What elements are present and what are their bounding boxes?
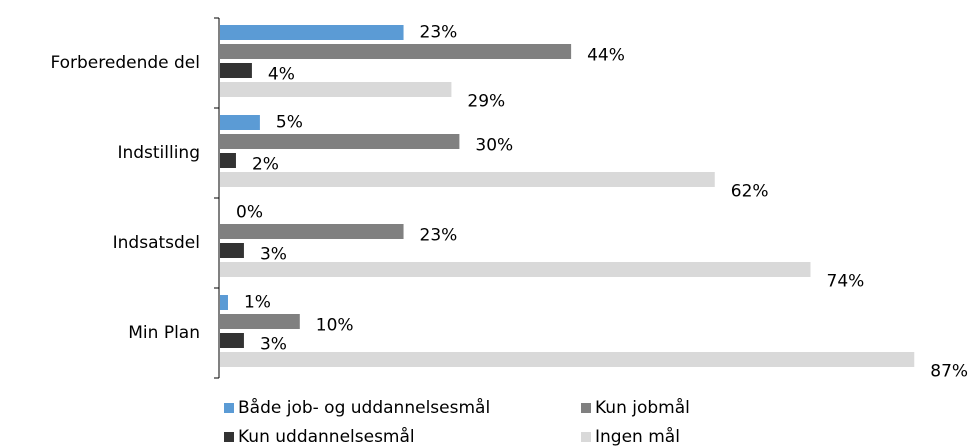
value-label: 0%	[236, 203, 263, 223]
value-label: 44%	[587, 46, 625, 66]
bar	[220, 333, 244, 348]
legend-label: Kun jobmål	[595, 397, 690, 418]
bar	[220, 262, 811, 277]
value-label: 2%	[252, 155, 279, 175]
value-label: 3%	[260, 335, 287, 355]
bar	[220, 224, 404, 239]
bar	[220, 295, 228, 310]
value-label: 4%	[268, 65, 295, 85]
legend-label: Både job- og uddannelsesmål	[238, 397, 490, 418]
value-label: 29%	[467, 92, 505, 112]
bar	[220, 172, 715, 187]
value-label: 3%	[260, 245, 287, 265]
bar	[220, 115, 260, 130]
bar	[220, 134, 460, 149]
category-label: Min Plan	[128, 323, 200, 343]
value-label: 74%	[827, 272, 865, 292]
bar	[220, 352, 915, 367]
category-label: Forberedende del	[50, 53, 200, 73]
bar	[220, 314, 300, 329]
value-label: 23%	[420, 23, 458, 43]
value-label: 1%	[244, 293, 271, 313]
value-label: 87%	[930, 362, 968, 382]
category-label: Indstilling	[117, 143, 200, 163]
legend-swatch	[224, 403, 234, 413]
value-label: 62%	[731, 182, 769, 202]
bar	[220, 243, 244, 258]
legend-swatch	[224, 432, 234, 442]
value-label: 10%	[316, 316, 354, 336]
value-label: 23%	[420, 226, 458, 246]
legend-swatch	[581, 432, 591, 442]
bar	[220, 44, 572, 59]
bar	[220, 153, 236, 168]
legend-label: Kun uddannelsesmål	[238, 426, 415, 447]
bar	[220, 25, 404, 40]
bar	[220, 63, 252, 78]
legend-label: Ingen mål	[595, 426, 680, 447]
category-label: Indsatsdel	[113, 233, 200, 253]
bar	[220, 82, 452, 97]
legend-swatch	[581, 403, 591, 413]
value-label: 5%	[276, 113, 303, 133]
value-label: 30%	[475, 136, 513, 156]
